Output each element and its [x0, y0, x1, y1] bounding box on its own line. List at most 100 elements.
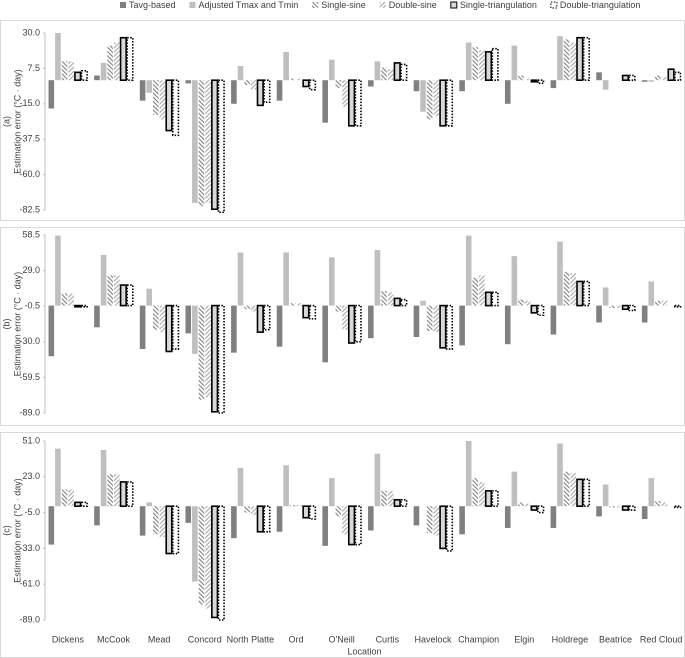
bar	[153, 506, 159, 535]
legend-swatch	[312, 2, 319, 8]
legend-swatch	[550, 1, 558, 9]
bar	[289, 78, 296, 81]
bar	[342, 80, 348, 107]
bar	[94, 506, 100, 526]
bar	[537, 505, 545, 514]
bar	[250, 506, 257, 516]
bar	[530, 79, 538, 83]
bar	[602, 287, 609, 306]
bar	[217, 79, 225, 214]
bar	[661, 300, 668, 306]
bar	[165, 304, 173, 353]
bar	[328, 257, 335, 306]
x-tick-label: Curtis	[376, 634, 400, 644]
bar	[237, 66, 244, 81]
bar	[511, 45, 518, 81]
legend-label: Double-sine	[389, 0, 437, 10]
panel-label: (a)	[1, 116, 11, 127]
bar	[518, 299, 524, 306]
bar	[674, 304, 682, 308]
bar	[119, 481, 127, 508]
bar	[146, 502, 153, 507]
bar	[400, 63, 408, 82]
bar	[655, 501, 661, 507]
bar	[433, 305, 440, 333]
bar	[48, 80, 55, 109]
bar	[472, 47, 479, 81]
bar	[518, 75, 524, 81]
bar	[250, 80, 257, 90]
bar	[648, 478, 655, 507]
bar	[459, 80, 465, 92]
bar	[368, 506, 374, 531]
bar	[655, 75, 661, 81]
panel-label: (b)	[1, 318, 11, 329]
bar	[198, 305, 205, 400]
bar	[289, 504, 296, 507]
x-tick-label: McCook	[97, 634, 131, 644]
bar	[354, 304, 362, 343]
bar	[628, 505, 636, 511]
bar	[198, 80, 205, 207]
bar	[479, 275, 485, 306]
bar	[374, 250, 381, 306]
y-tick-label: 51.0	[22, 435, 40, 445]
bar	[80, 69, 88, 82]
bar	[256, 304, 264, 333]
bar	[393, 499, 401, 508]
bar	[381, 67, 387, 81]
bar	[55, 33, 61, 81]
bar	[94, 75, 100, 81]
bar	[74, 71, 82, 82]
bar	[172, 79, 180, 137]
bar	[530, 304, 538, 314]
bar	[296, 78, 303, 81]
bar	[641, 80, 648, 82]
bar	[119, 36, 127, 82]
bar	[648, 80, 655, 82]
y-tick-label: 30.0	[22, 27, 40, 37]
bar	[48, 506, 55, 545]
bar	[354, 505, 362, 546]
bar	[263, 304, 271, 331]
bar	[537, 304, 545, 317]
bar	[283, 465, 289, 507]
bar	[655, 300, 661, 306]
bar	[146, 80, 153, 93]
bar	[165, 505, 173, 555]
bar	[674, 71, 682, 82]
bar	[400, 499, 408, 508]
bar	[602, 484, 609, 507]
bar	[74, 304, 82, 308]
bar	[328, 59, 335, 81]
bar	[153, 305, 159, 330]
bar	[159, 506, 166, 537]
bar	[484, 490, 493, 508]
bar	[244, 80, 250, 85]
y-tick-label: -59.5	[19, 372, 40, 382]
bar	[511, 256, 518, 306]
bar	[368, 305, 374, 339]
bar	[563, 39, 570, 81]
bar	[433, 80, 440, 117]
bar	[661, 77, 668, 81]
y-axis-title: Estimation error (°C · day)	[12, 69, 22, 174]
bar	[100, 254, 107, 306]
bar	[256, 505, 264, 533]
bar	[211, 505, 219, 619]
y-axis-title: Estimation error (°C · day)	[12, 478, 22, 583]
x-tick-label: North Platte	[227, 634, 275, 644]
bar	[302, 79, 310, 88]
bar	[68, 293, 74, 306]
bar	[524, 300, 531, 306]
bar	[674, 505, 682, 509]
bar	[74, 501, 82, 508]
bar	[192, 80, 198, 203]
bar	[126, 284, 134, 307]
bar	[198, 506, 205, 605]
bar	[354, 79, 362, 127]
bar	[276, 305, 283, 347]
bar	[335, 80, 342, 89]
bar	[322, 305, 328, 363]
legend-swatch	[379, 2, 386, 8]
